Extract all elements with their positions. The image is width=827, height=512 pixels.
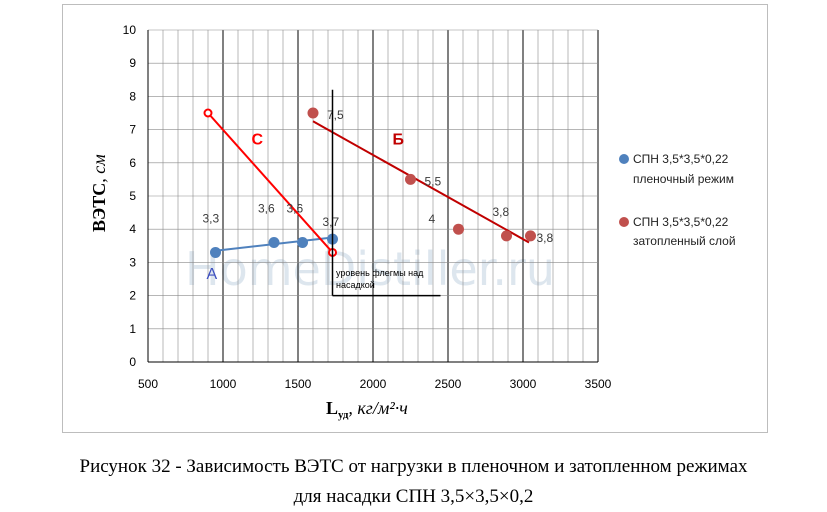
y-tick-label: 10 bbox=[123, 23, 137, 37]
y-tick-label: 5 bbox=[129, 189, 136, 203]
x-tick-label: 3500 bbox=[585, 377, 612, 391]
tick-layer: 500 1000 1500 2000 2500 3000 3500 0 1 2 3 4 5 6 7 8 9 10 bbox=[123, 23, 612, 391]
film-series-point bbox=[297, 236, 308, 248]
figure-caption: Рисунок 32 - Зависимость ВЭТС от нагрузк… bbox=[0, 452, 827, 512]
data-point-layer bbox=[210, 107, 536, 258]
legend-marker-flooded bbox=[619, 217, 629, 227]
trendline-endpoint-marker bbox=[203, 108, 213, 118]
x-tick-label: 2500 bbox=[435, 377, 462, 391]
data-label-layer: 3,3 3,6 3,6 3,7 7,5 5,5 4 3,8 3,8 А Б С bbox=[203, 108, 554, 283]
y-axis-title: ВЭТС, см bbox=[89, 154, 109, 232]
trendline bbox=[207, 112, 334, 254]
x-axis-title: Lуд, кг/м²·ч bbox=[326, 398, 408, 421]
x-axis-title-unit: , кг/м²·ч bbox=[348, 398, 407, 418]
data-label: 3,7 bbox=[323, 215, 340, 229]
data-label: 5,5 bbox=[425, 174, 442, 188]
watermark-text: HomeDistiller.ru bbox=[185, 242, 555, 296]
legend-label-film-line2: пленочный режим bbox=[633, 172, 734, 186]
flooded-series-point bbox=[405, 173, 416, 185]
data-label: 3,3 bbox=[203, 211, 220, 225]
curve-letter-label: Б bbox=[393, 132, 405, 149]
legend-label-flooded-line2: затопленный слой bbox=[633, 234, 736, 248]
y-tick-label: 1 bbox=[129, 322, 136, 336]
legend-label-film-line1: СПН 3,5*3,5*0,22 bbox=[633, 152, 729, 166]
data-label: 3,8 bbox=[537, 231, 554, 245]
curve-letter-label: С bbox=[252, 132, 264, 149]
x-axis-title-sub: уд bbox=[338, 409, 349, 421]
film-series-point bbox=[268, 236, 280, 248]
data-label: 4 bbox=[429, 212, 436, 226]
flooded-series-point bbox=[453, 223, 464, 235]
x-tick-label: 500 bbox=[138, 377, 158, 391]
flegm-note-line2: насадкой bbox=[336, 280, 375, 290]
y-tick-label: 6 bbox=[129, 156, 136, 170]
data-label: 3,8 bbox=[493, 205, 510, 219]
y-tick-label: 7 bbox=[129, 123, 136, 137]
y-tick-label: 4 bbox=[129, 222, 136, 236]
data-label: 3,6 bbox=[258, 201, 275, 215]
film-series-point bbox=[210, 246, 221, 258]
y-axis-title-main: ВЭТС bbox=[89, 183, 109, 232]
flooded-series-point bbox=[501, 230, 512, 242]
flooded-series-point bbox=[525, 230, 536, 242]
x-tick-label: 2000 bbox=[360, 377, 387, 391]
y-tick-label: 9 bbox=[129, 56, 136, 70]
flegm-level-annotation: уровень флегмы над насадкой bbox=[331, 89, 441, 297]
data-label: 3,6 bbox=[287, 201, 304, 215]
y-tick-label: 2 bbox=[129, 289, 136, 303]
legend: СПН 3,5*3,5*0,22 пленочный режим СПН 3,5… bbox=[619, 152, 736, 248]
x-tick-label: 3000 bbox=[510, 377, 537, 391]
y-tick-label: 3 bbox=[129, 255, 136, 269]
flegm-note-line1: уровень флегмы над bbox=[336, 268, 424, 278]
y-tick-label: 8 bbox=[129, 89, 136, 103]
x-tick-label: 1000 bbox=[210, 377, 237, 391]
y-axis-title-unit: , см bbox=[89, 154, 109, 183]
x-axis-title-main: L bbox=[326, 398, 338, 418]
y-tick-label: 0 bbox=[129, 355, 136, 369]
trendline bbox=[312, 120, 530, 244]
flooded-series-point bbox=[307, 107, 319, 119]
legend-label-flooded-line1: СПН 3,5*3,5*0,22 bbox=[633, 215, 729, 229]
legend-marker-film bbox=[619, 154, 629, 164]
grid-layer bbox=[147, 29, 599, 363]
curve-letter-label: А bbox=[207, 266, 218, 283]
x-tick-label: 1500 bbox=[285, 377, 312, 391]
data-label: 7,5 bbox=[327, 108, 344, 122]
caption-line-1: Рисунок 32 - Зависимость ВЭТС от нагрузк… bbox=[79, 456, 748, 477]
caption-line-2: для насадки СПН 3,5×3,5×0,2 bbox=[293, 486, 534, 507]
